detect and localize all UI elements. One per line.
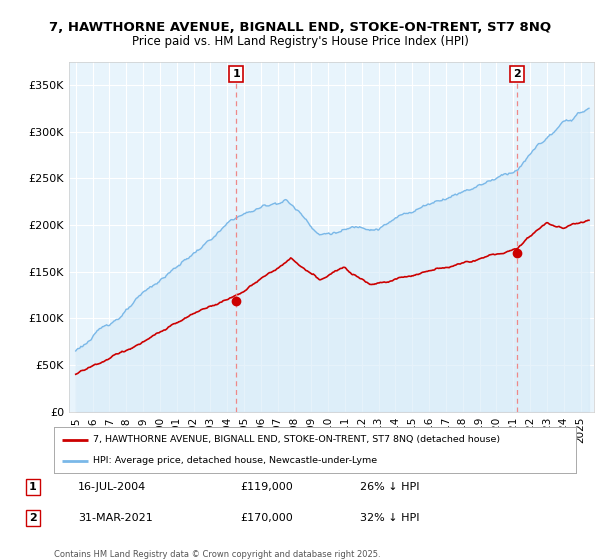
Text: £170,000: £170,000 xyxy=(240,513,293,523)
Text: 1: 1 xyxy=(29,482,37,492)
Text: 2: 2 xyxy=(29,513,37,523)
Text: 31-MAR-2021: 31-MAR-2021 xyxy=(78,513,153,523)
Text: 7, HAWTHORNE AVENUE, BIGNALL END, STOKE-ON-TRENT, ST7 8NQ (detached house): 7, HAWTHORNE AVENUE, BIGNALL END, STOKE-… xyxy=(93,435,500,444)
Text: 26% ↓ HPI: 26% ↓ HPI xyxy=(360,482,419,492)
Text: £119,000: £119,000 xyxy=(240,482,293,492)
Text: 2: 2 xyxy=(514,69,521,79)
Text: 7, HAWTHORNE AVENUE, BIGNALL END, STOKE-ON-TRENT, ST7 8NQ: 7, HAWTHORNE AVENUE, BIGNALL END, STOKE-… xyxy=(49,21,551,34)
Text: Price paid vs. HM Land Registry's House Price Index (HPI): Price paid vs. HM Land Registry's House … xyxy=(131,35,469,48)
Text: HPI: Average price, detached house, Newcastle-under-Lyme: HPI: Average price, detached house, Newc… xyxy=(93,456,377,465)
Text: 1: 1 xyxy=(232,69,240,79)
Text: 32% ↓ HPI: 32% ↓ HPI xyxy=(360,513,419,523)
Text: 16-JUL-2004: 16-JUL-2004 xyxy=(78,482,146,492)
Text: Contains HM Land Registry data © Crown copyright and database right 2025.
This d: Contains HM Land Registry data © Crown c… xyxy=(54,550,380,560)
